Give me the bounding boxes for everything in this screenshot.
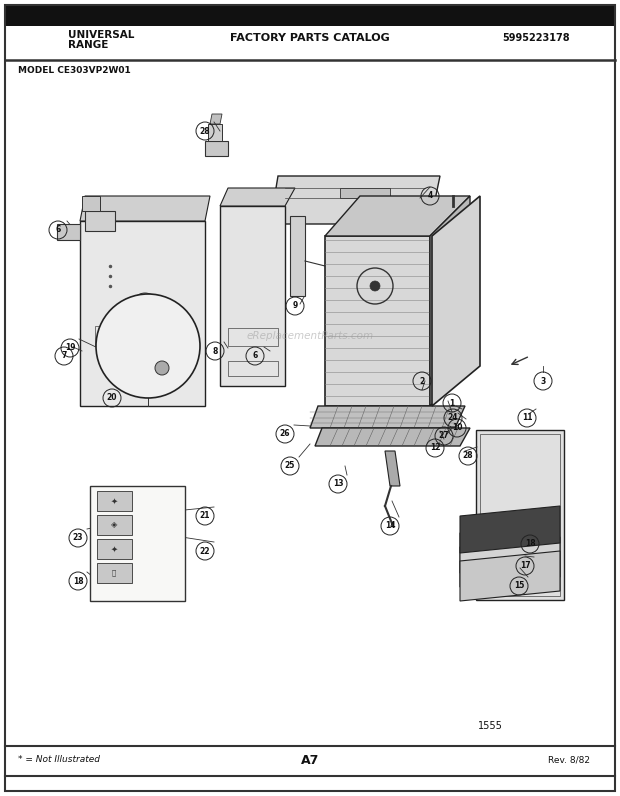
Text: MODEL CE303VP2W01: MODEL CE303VP2W01 [18,66,131,75]
Text: * = Not Illustrated: * = Not Illustrated [18,755,100,764]
Polygon shape [460,506,560,553]
Polygon shape [210,114,222,124]
Text: 27: 27 [439,431,450,440]
Polygon shape [310,406,465,428]
Text: 11: 11 [522,413,532,423]
Text: 1: 1 [450,399,454,408]
Bar [95,326,190,346]
Bar [228,328,278,346]
Text: 5995223178: 5995223178 [502,33,570,43]
Polygon shape [270,176,440,224]
Polygon shape [82,196,100,211]
Polygon shape [85,211,115,231]
Text: 9: 9 [293,302,298,310]
Text: 17: 17 [520,561,530,571]
Bar [228,361,278,376]
Text: ◈: ◈ [111,521,117,529]
Polygon shape [325,196,470,236]
Text: UNIVERSAL: UNIVERSAL [68,30,135,40]
Bar [97,491,132,511]
Bar [97,515,132,535]
Text: 22: 22 [200,547,210,556]
Text: 26: 26 [280,430,290,439]
Polygon shape [460,523,560,573]
Text: 18: 18 [525,540,535,548]
Bar [5,5,615,26]
Polygon shape [476,430,564,600]
Polygon shape [80,221,205,406]
Text: A7: A7 [301,754,319,767]
Polygon shape [220,188,295,206]
Polygon shape [385,451,400,486]
Text: ✦: ✦ [110,544,118,553]
Text: 4: 4 [427,192,433,201]
Polygon shape [460,551,560,601]
Text: 21: 21 [200,512,210,521]
Polygon shape [325,236,430,406]
Text: 1555: 1555 [477,721,502,731]
Text: 19: 19 [64,344,75,353]
Polygon shape [290,216,305,296]
Circle shape [370,281,380,291]
Text: 13: 13 [333,479,343,489]
Text: 14: 14 [385,521,396,530]
Text: FACTORY PARTS CATALOG: FACTORY PARTS CATALOG [230,33,390,43]
Circle shape [96,294,200,398]
Text: 28: 28 [200,127,210,135]
Text: 10: 10 [452,423,463,432]
Text: 20: 20 [107,393,117,403]
Polygon shape [460,537,560,587]
Text: 7: 7 [61,352,67,361]
Text: 8: 8 [212,346,218,356]
Circle shape [155,361,169,375]
Bar [90,486,185,601]
Polygon shape [80,196,210,221]
Text: 2: 2 [419,377,425,385]
Text: 15: 15 [514,582,524,591]
Polygon shape [57,224,80,240]
Polygon shape [220,206,285,386]
Polygon shape [208,124,222,141]
Polygon shape [432,196,480,406]
Text: 28: 28 [463,451,473,461]
Text: 18: 18 [73,576,83,586]
Text: ✦: ✦ [110,497,118,505]
Bar [97,563,132,583]
Polygon shape [205,141,228,156]
Text: ✋: ✋ [112,570,116,576]
Bar [340,188,390,198]
Polygon shape [315,428,470,446]
Text: eReplacementParts.com: eReplacementParts.com [246,331,374,341]
Text: Rev. 8/82: Rev. 8/82 [548,755,590,764]
Text: 12: 12 [430,443,440,452]
Text: 3: 3 [541,377,546,385]
Polygon shape [430,196,470,406]
Text: 6: 6 [55,225,61,235]
Text: 24: 24 [448,413,458,423]
Text: 23: 23 [73,533,83,543]
Text: 25: 25 [285,462,295,470]
Text: RANGE: RANGE [68,40,108,50]
Text: 6: 6 [252,352,258,361]
Bar [97,539,132,559]
